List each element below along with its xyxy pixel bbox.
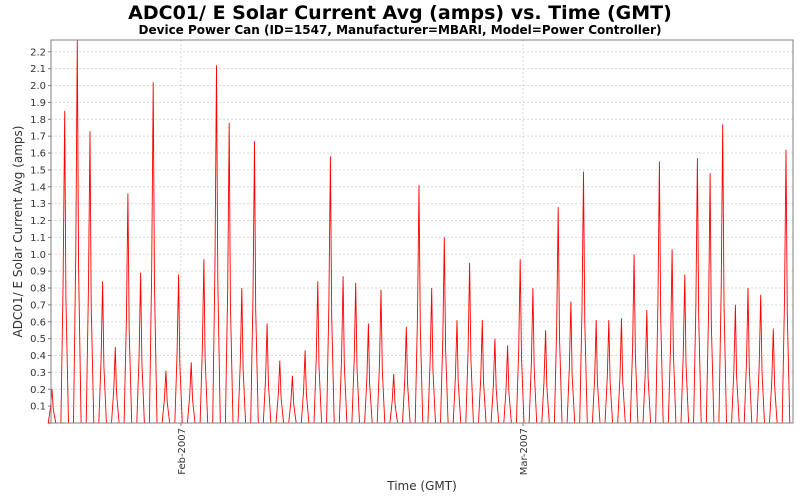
y-tick-label: 1.0 <box>30 250 46 261</box>
x-tick-label: Feb-2007 <box>177 428 188 475</box>
series-line <box>47 39 793 424</box>
y-tick-label: 0.9 <box>30 267 46 278</box>
x-axis-ticks: Feb-2007 Mar-2007 <box>177 423 530 475</box>
y-axis-label: ADC01/ E Solar Current Avg (amps) <box>11 126 25 338</box>
grid-lines <box>51 40 793 423</box>
y-tick-label: 0.1 <box>30 402 46 413</box>
y-tick-label: 1.4 <box>30 182 46 193</box>
chart-subtitle: Device Power Can (ID=1547, Manufacturer=… <box>138 23 662 37</box>
y-tick-label: 0.8 <box>30 284 46 295</box>
y-tick-label: 1.1 <box>30 233 46 244</box>
y-tick-label: 2.2 <box>30 47 46 58</box>
y-tick-label: 0.6 <box>30 317 46 328</box>
x-axis-label: Time (GMT) <box>386 479 457 493</box>
y-tick-label: 1.2 <box>30 216 46 227</box>
y-tick-label: 0.5 <box>30 334 46 345</box>
x-tick-label: Mar-2007 <box>519 428 530 475</box>
y-tick-label: 2.1 <box>30 64 46 75</box>
y-axis-ticks: 0.1 0.2 0.3 0.4 0.5 0.6 0.7 0.8 0.9 1.0 1.1 1.2 1.3 1… <box>30 47 51 413</box>
plot-frame <box>50 39 794 424</box>
y-tick-label: 1.8 <box>30 115 46 126</box>
y-tick-label: 0.3 <box>30 368 46 379</box>
y-tick-label: 1.6 <box>30 149 46 160</box>
chart-title: ADC01/ E Solar Current Avg (amps) vs. Ti… <box>128 2 672 24</box>
y-tick-label: 0.4 <box>30 351 46 362</box>
y-tick-label: 1.5 <box>30 165 46 176</box>
y-tick-label: 2.0 <box>30 81 46 92</box>
y-tick-label: 1.3 <box>30 199 46 210</box>
y-tick-label: 0.7 <box>30 300 46 311</box>
y-tick-label: 1.9 <box>30 98 46 109</box>
y-tick-label: 0.2 <box>30 385 46 396</box>
y-tick-label: 1.7 <box>30 132 46 143</box>
